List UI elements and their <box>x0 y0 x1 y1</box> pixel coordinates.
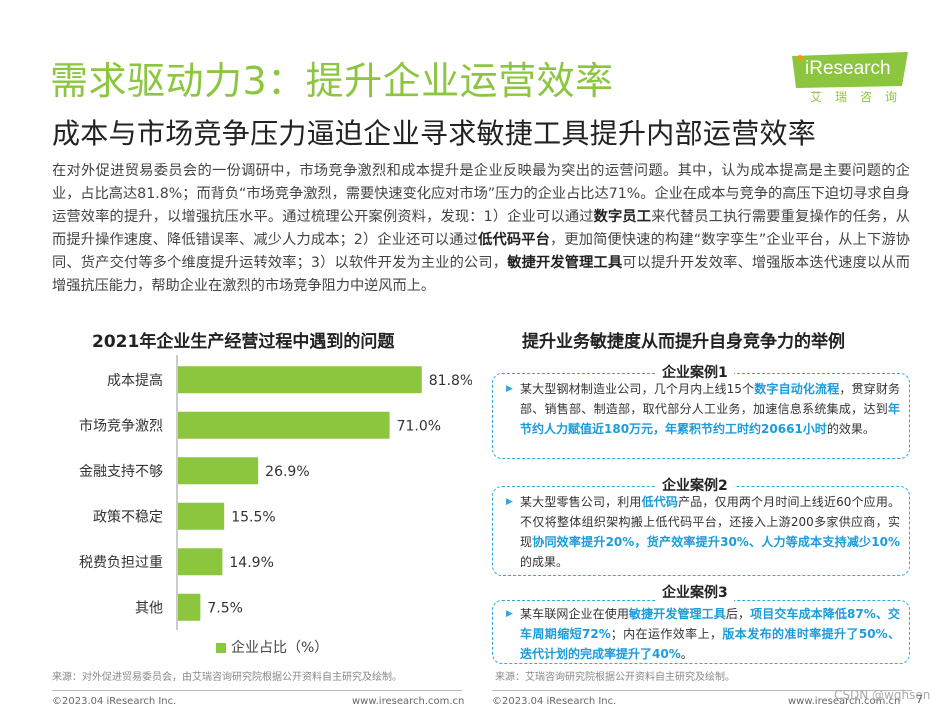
page-subtitle: 成本与市场竞争压力逼迫企业寻求敏捷工具提升内部运营效率 <box>52 117 817 150</box>
page-number: 7 <box>916 693 923 706</box>
footer-copyright-right: ©2023.04 iResearch Inc. <box>492 696 617 707</box>
footer-divider-left <box>52 690 462 691</box>
case-heading-2: 企业案例2 <box>656 475 734 495</box>
case3-highlight-a: 敏捷开发管理工具 <box>629 607 726 621</box>
category-label: 政策不稳定 <box>93 508 163 525</box>
category-label: 税费负担过重 <box>79 555 163 571</box>
bullet-icon: ▶ <box>506 609 513 619</box>
chart-title: 2021年企业生产经营过程中遇到的问题 <box>92 332 395 352</box>
intro-paragraph: 在对外促进贸易委员会的一份调研中，市场竞争激烈和成本提升是企业反映最为突出的运营… <box>52 160 910 298</box>
case1-text-a: 某大型钢材制造业公司，几个月内上线15个 <box>520 382 755 396</box>
logo-subtext: 艾瑞咨询 <box>810 90 911 104</box>
value-label: 14.9% <box>229 555 273 571</box>
source-note-left: 来源：对外促进贸易委员会，由艾瑞咨询研究院根据公开资料自主研究及绘制。 <box>52 672 402 683</box>
category-label: 金融支持不够 <box>79 464 163 480</box>
logo-text: iResearch <box>805 58 891 79</box>
value-label: 26.9% <box>265 464 309 480</box>
value-label: 15.5% <box>231 509 275 525</box>
case-text-3: ▶ 某车联网企业在使用敏捷开发管理工具后，项目交车成本降低87%、交车周期缩短72… <box>506 604 900 664</box>
bar <box>178 457 259 485</box>
category-label: 成本提高 <box>107 372 163 389</box>
watermark: CSDN @wqhsen <box>834 688 931 702</box>
case-text-1: ▶ 某大型钢材制造业公司，几个月内上线15个数字自动化流程，贯穿财务部、销售部、制… <box>506 379 900 439</box>
case1-highlight-b: 年节约人力赋值近180万元，年累积节约工时约20661小时 <box>520 402 900 436</box>
footer-divider-right <box>492 690 912 691</box>
cases-title: 提升业务敏捷度从而提升自身竞争力的举例 <box>522 332 845 352</box>
bullet-icon: ▶ <box>506 497 513 507</box>
source-note-right: 来源：艾瑞咨询研究院根据公开资料自主研究及绘制。 <box>495 672 735 683</box>
case-text-2: ▶ 某大型零售公司，利用低代码产品，仅用两个月时间上线近60个应用。不仅将整体组织… <box>506 492 900 572</box>
intro-text-2: 来代替员工执行需要重复操作的任务，从而提升操作速度、降低错误率、减少人力成本；2… <box>52 209 910 248</box>
case1-text-b: ，贯穿财务部、销售部、制造部，取代部分人工业务，加速信息系统集成，达到 <box>520 382 900 416</box>
case2-highlight-b: 协同效率提升20%，货产效率提升30%、人力等成本支持减少10% <box>532 535 900 549</box>
bar-chart: 成本提高 81.8% 市场竞争激烈 71.0% 金融支持不够 26.9% 政策不稳定 15.5… <box>79 355 472 630</box>
intro-bold-low-code: 低代码平台 <box>478 232 550 248</box>
intro-bold-agile-tools: 敏捷开发管理工具 <box>507 255 623 271</box>
case-heading-3: 企业案例3 <box>656 582 734 602</box>
bar <box>178 502 225 530</box>
page-title: 需求驱动力3：提升企业运营效率 <box>50 59 614 103</box>
case2-text-c: 的成果。 <box>520 555 569 569</box>
category-label: 其他 <box>135 600 163 616</box>
intro-text-1: 在对外促进贸易委员会的一份调研中，市场竞争激烈和成本提升是企业反映最为突出的运营… <box>52 163 910 225</box>
case-heading-1: 企业案例1 <box>656 362 734 382</box>
bar <box>178 593 201 621</box>
bar <box>178 366 422 394</box>
case3-text-a: 某车联网企业在使用 <box>520 607 629 621</box>
case3-text-b: 后， <box>725 607 751 621</box>
value-label: 81.8% <box>429 373 472 389</box>
footer-url-right[interactable]: www.iresearch.com.cn <box>788 696 901 707</box>
intro-text-4: 可以提升开发效率、增强版本迭代速度以从而增强抗压能力，帮助企业在激烈的市场竞争阻… <box>52 255 910 294</box>
bullet-icon: ▶ <box>506 384 513 394</box>
intro-bold-digital-employee: 数字员工 <box>593 209 652 225</box>
footer-url-left[interactable]: www.iresearch.com.cn <box>352 696 465 707</box>
case3-highlight-b: 项目交车成本降低87%、交车周期缩短72% <box>520 607 900 641</box>
case1-text-c: 的效果。 <box>826 422 875 436</box>
case3-text-d: 。 <box>680 647 693 661</box>
legend-swatch <box>216 643 226 653</box>
legend-label: 企业占比（%） <box>231 640 329 656</box>
case2-text-b: 产品，仅用两个月时间上线近60个应用。不仅将整体组织架构搬上低代码平台，还接入上… <box>520 495 900 549</box>
bar <box>178 411 390 439</box>
category-label: 市场竞争激烈 <box>79 417 163 434</box>
intro-text-3: ，更加简便快速的构建“数字孪生”企业平台，从上下游协同、货产交付等多个维度提升运… <box>52 232 910 271</box>
chart-legend: 企业占比（%） <box>216 637 328 657</box>
footer-copyright-left: ©2023.04 iResearch Inc. <box>52 696 177 707</box>
bar <box>178 548 223 576</box>
value-label: 7.5% <box>207 600 243 616</box>
case1-highlight-a: 数字自动化流程 <box>754 382 840 396</box>
case2-highlight-a: 低代码 <box>641 495 679 509</box>
case3-highlight-c: 版本发布的准时率提升了50%、迭代计划的完成率提升了40% <box>520 627 900 661</box>
case3-text-c: ；内在运作效率上， <box>610 627 723 641</box>
iresearch-logo <box>792 52 908 88</box>
value-label: 71.0% <box>397 418 441 434</box>
case2-text-a: 某大型零售公司，利用 <box>520 495 642 509</box>
